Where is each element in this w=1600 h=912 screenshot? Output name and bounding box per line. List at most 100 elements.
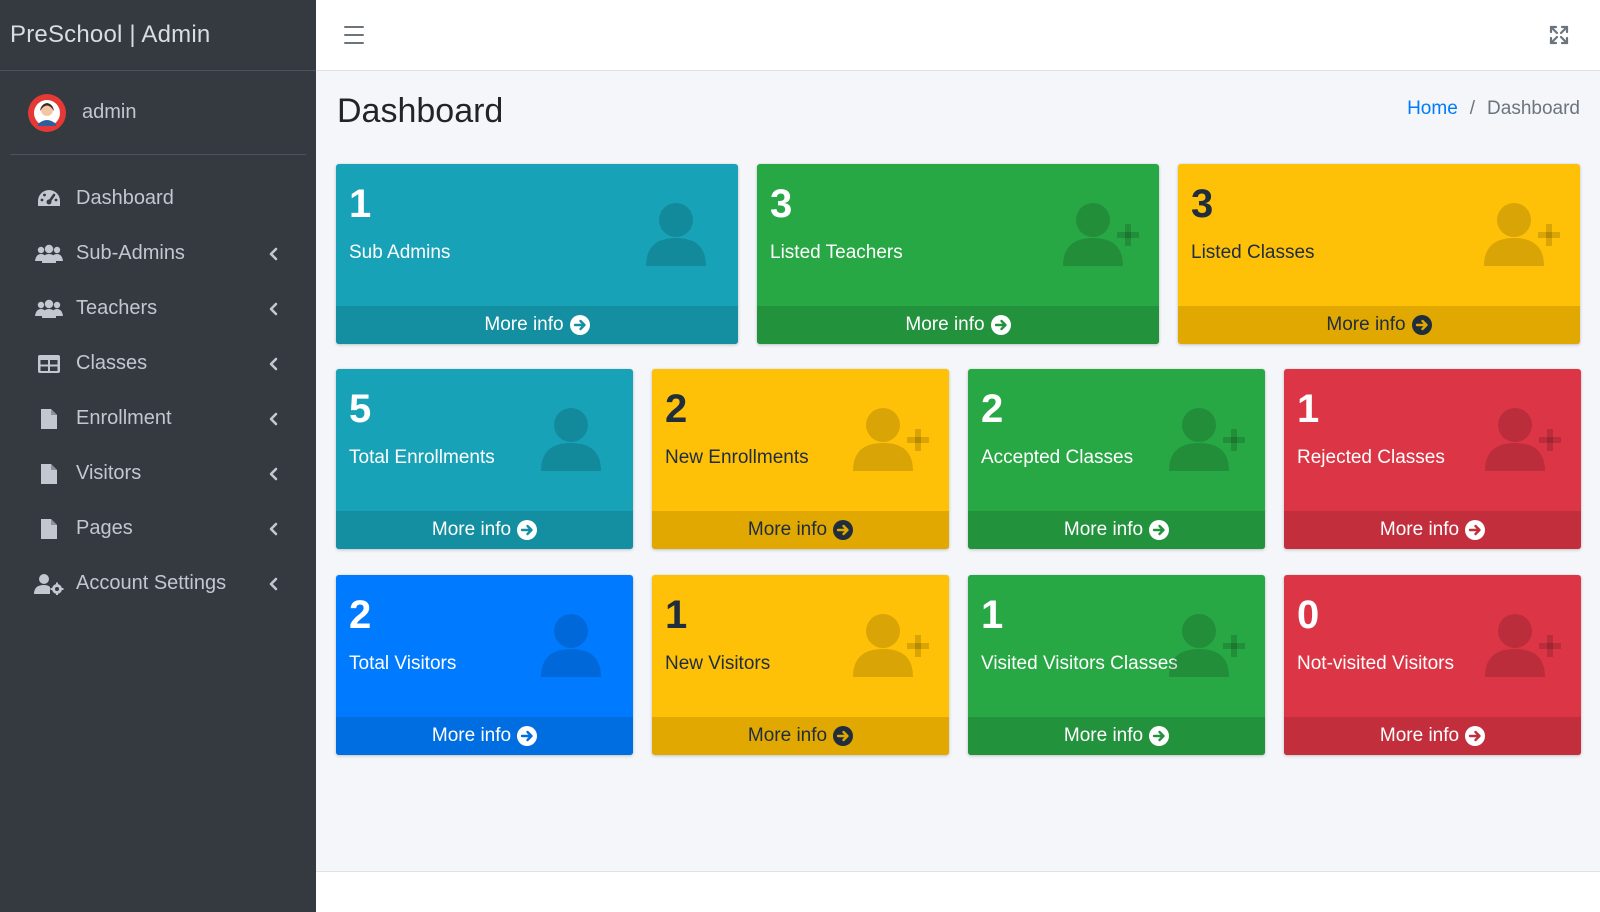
stat-count: 1 — [1297, 387, 1320, 431]
footer-bar — [316, 871, 1600, 912]
user-plus-icon — [1167, 403, 1247, 473]
stat-label: New Visitors — [665, 653, 771, 674]
stat-count: 1 — [981, 593, 1004, 637]
more-info-label: More info — [1326, 314, 1406, 335]
users-icon — [34, 242, 64, 266]
arrow-circle-right-icon — [1465, 520, 1486, 540]
stat-label: Total Enrollments — [349, 447, 495, 468]
sidebar-item-label: Account Settings — [76, 572, 227, 594]
stat-box: 2 Accepted Classes More info — [968, 369, 1265, 549]
user-name[interactable]: admin — [82, 101, 137, 123]
arrow-circle-right-icon — [833, 726, 854, 746]
arrow-circle-right-icon — [1149, 726, 1170, 746]
user-icon — [640, 198, 720, 268]
sidebar-item-label: Dashboard — [76, 187, 174, 209]
stat-count: 5 — [349, 387, 372, 431]
more-info-label: More info — [1063, 725, 1144, 746]
chevron-left-icon — [266, 300, 280, 318]
stat-box: 1 Sub Admins More info — [336, 164, 738, 344]
brand-link[interactable]: PreSchool | Admin — [0, 0, 316, 71]
user-plus-icon — [1482, 198, 1562, 268]
stat-count: 3 — [770, 182, 793, 226]
sidebar-item-teachers[interactable]: Teachers — [10, 281, 306, 336]
more-info-link[interactable]: More info — [1284, 717, 1581, 755]
user-plus-icon — [1167, 609, 1247, 679]
arrow-circle-right-icon — [833, 520, 854, 540]
sidebar-item-label: Pages — [76, 517, 133, 539]
breadcrumb-home-link[interactable]: Home — [1407, 98, 1458, 119]
more-info-link[interactable]: More info — [336, 717, 633, 755]
stat-count: 2 — [349, 593, 372, 637]
sidebar-item-visitors[interactable]: Visitors — [10, 446, 306, 501]
stat-box: 0 Not-visited Visitors More info — [1284, 575, 1581, 755]
stat-count: 2 — [981, 387, 1004, 431]
fullscreen-icon[interactable] — [1548, 24, 1570, 46]
sidebar: PreSchool | Admin admin Dashboard Sub-Ad… — [0, 0, 316, 912]
stat-box: 3 Listed Teachers More info — [757, 164, 1159, 344]
more-info-label: More info — [1379, 725, 1460, 746]
sidebar-item-classes[interactable]: Classes — [10, 336, 306, 391]
arrow-circle-right-icon — [517, 726, 538, 746]
user-plus-icon — [851, 609, 931, 679]
stat-box: 2 Total Visitors More info — [336, 575, 633, 755]
tachometer-icon — [34, 187, 64, 211]
stat-box: 5 Total Enrollments More info — [336, 369, 633, 549]
more-info-link[interactable]: More info — [968, 717, 1265, 755]
arrow-circle-right-icon — [990, 315, 1011, 335]
file-icon — [34, 462, 64, 486]
more-info-link[interactable]: More info — [757, 306, 1159, 344]
table-icon — [34, 352, 64, 376]
stat-box: 2 New Enrollments More info — [652, 369, 949, 549]
page-title: Dashboard — [337, 92, 504, 130]
chevron-left-icon — [266, 245, 280, 263]
more-info-link[interactable]: More info — [968, 511, 1265, 549]
breadcrumb: Home / Dashboard — [1407, 98, 1580, 120]
top-navbar — [316, 0, 1600, 71]
more-info-label: More info — [747, 519, 828, 540]
sidebar-item-dashboard[interactable]: Dashboard — [10, 171, 306, 226]
avatar — [26, 92, 68, 134]
stat-label: Not-visited Visitors — [1297, 653, 1454, 674]
sidebar-nav: Dashboard Sub-Admins Teachers Classes — [0, 171, 316, 611]
user-plus-icon — [1061, 198, 1141, 268]
users-icon — [34, 297, 64, 321]
more-info-label: More info — [431, 519, 512, 540]
chevron-left-icon — [266, 465, 280, 483]
arrow-circle-right-icon — [569, 315, 590, 335]
sidebar-item-enrollment[interactable]: Enrollment — [10, 391, 306, 446]
sidebar-item-label: Classes — [76, 352, 148, 374]
more-info-link[interactable]: More info — [652, 717, 949, 755]
stat-label: Total Visitors — [349, 653, 457, 674]
stat-box: 1 New Visitors More info — [652, 575, 949, 755]
stat-box: 1 Rejected Classes More info — [1284, 369, 1581, 549]
more-info-link[interactable]: More info — [652, 511, 949, 549]
more-info-link[interactable]: More info — [1178, 306, 1580, 344]
arrow-circle-right-icon — [1149, 520, 1170, 540]
user-plus-icon — [1483, 403, 1563, 473]
sidebar-item-account-settings[interactable]: Account Settings — [10, 556, 306, 611]
sidebar-item-pages[interactable]: Pages — [10, 501, 306, 556]
sidebar-item-sub-admins[interactable]: Sub-Admins — [10, 226, 306, 281]
user-plus-icon — [851, 403, 931, 473]
stat-count: 2 — [665, 387, 688, 431]
chevron-left-icon — [266, 355, 280, 373]
arrow-circle-right-icon — [1465, 726, 1486, 746]
sidebar-item-label: Teachers — [76, 297, 158, 319]
more-info-link[interactable]: More info — [1284, 511, 1581, 549]
more-info-link[interactable]: More info — [336, 306, 738, 344]
stat-box: 1 Visited Visitors Classes More info — [968, 575, 1265, 755]
more-info-link[interactable]: More info — [336, 511, 633, 549]
sidebar-item-label: Visitors — [76, 462, 142, 484]
stat-label: Rejected Classes — [1297, 447, 1445, 468]
chevron-left-icon — [266, 575, 280, 593]
more-info-label: More info — [1063, 519, 1144, 540]
stat-label: Listed Classes — [1191, 242, 1315, 263]
sidebar-item-label: Sub-Admins — [76, 242, 185, 264]
user-icon — [535, 609, 615, 679]
user-plus-icon — [1483, 609, 1563, 679]
user-cog-icon — [34, 572, 64, 596]
stat-label: Accepted Classes — [981, 447, 1134, 468]
brand-title: PreSchool | Admin — [10, 21, 211, 48]
menu-toggle-icon[interactable] — [344, 26, 364, 44]
stat-count: 1 — [349, 182, 372, 226]
